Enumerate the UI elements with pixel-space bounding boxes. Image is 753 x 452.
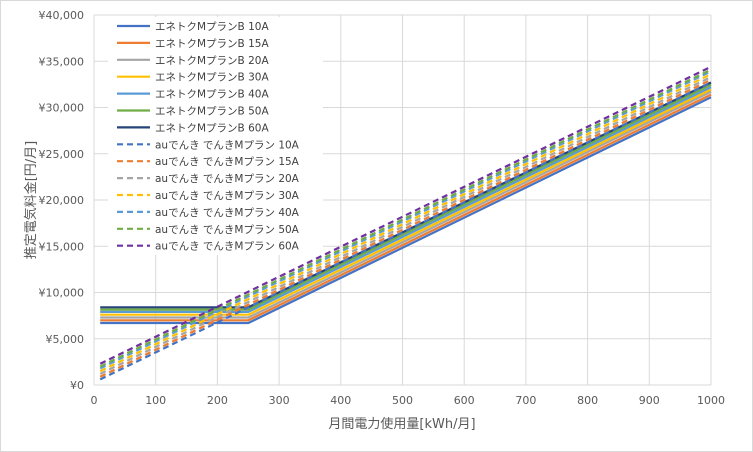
y-tick-label: ¥15,000 [39,240,85,253]
series-line-5 [100,86,712,313]
legend-label: auでんき でんきMプラン 20A [155,173,300,185]
x-axis-title: 月間電力使用量[kWh/月] [328,416,475,432]
x-tick-label: 300 [269,394,290,407]
legend-label: エネトクMプランB 50A [155,106,269,118]
series-line-13 [99,68,712,368]
legend-label: エネトクMプランB 60A [155,122,269,134]
series-line-10 [99,76,712,375]
series-line-11 [99,73,712,373]
x-tick-label: 800 [577,394,598,407]
series-line-9 [99,78,712,378]
x-tick-label: 0 [91,394,98,407]
series-line-4 [100,88,712,316]
legend-label: エネトクMプランB 10A [155,21,269,33]
y-tick-label: ¥5,000 [46,333,85,346]
y-axis-ticks: ¥0 ¥5,000 ¥10,000 ¥15,000 ¥20,000 ¥25,000 ¥30,… [39,9,85,392]
series-line-2 [100,93,712,322]
y-tick-label: ¥20,000 [39,194,85,207]
legend-label: auでんき でんきMプラン 50A [155,224,300,236]
series-line-8 [99,81,712,381]
x-tick-label: 500 [392,394,413,407]
y-tick-label: ¥35,000 [39,55,85,68]
legend-background [108,17,323,255]
y-tick-label: ¥25,000 [39,148,85,161]
legend-label: auでんき でんきMプラン 40A [155,207,300,219]
x-axis-ticks: 0 100 200 300 400 500 600 700 800 900 1000 [91,394,726,407]
x-tick-label: 400 [330,394,351,407]
x-tick-label: 1000 [697,394,725,407]
legend-label: auでんき でんきMプラン 15A [155,156,300,168]
plot-series [99,65,712,381]
y-tick-label: ¥30,000 [39,102,85,115]
y-tick-label: ¥10,000 [39,287,85,300]
series-line-12 [99,70,712,370]
legend-label: auでんき でんきMプラン 60A [155,241,300,253]
series-line-3 [100,90,712,319]
x-tick-label: 100 [145,394,166,407]
legend-label: auでんき でんきMプラン 30A [155,190,300,202]
legend: エネトクMプランB 10A エネトクMプランB 15A エネトクMプランB 20A エ… [108,17,323,255]
legend-label: auでんき でんきMプラン 10A [155,139,300,151]
legend-label: エネトクMプランB 30A [155,72,269,84]
legend-label: エネトクMプランB 40A [155,89,269,101]
x-tick-label: 200 [207,394,228,407]
series-line-6 [100,83,712,311]
series-line-14 [99,65,712,365]
gridlines [93,14,712,386]
y-tick-label: ¥0 [70,379,84,392]
y-tick-label: ¥40,000 [39,9,85,22]
x-tick-label: 900 [639,394,660,407]
legend-label: エネトクMプランB 15A [155,38,269,50]
legend-label: エネトクMプランB 20A [155,55,269,67]
x-tick-label: 600 [454,394,475,407]
series-line-1 [100,96,712,325]
y-axis-title: 推定電気料金[円/月] [23,141,39,260]
x-tick-label: 700 [515,394,536,407]
